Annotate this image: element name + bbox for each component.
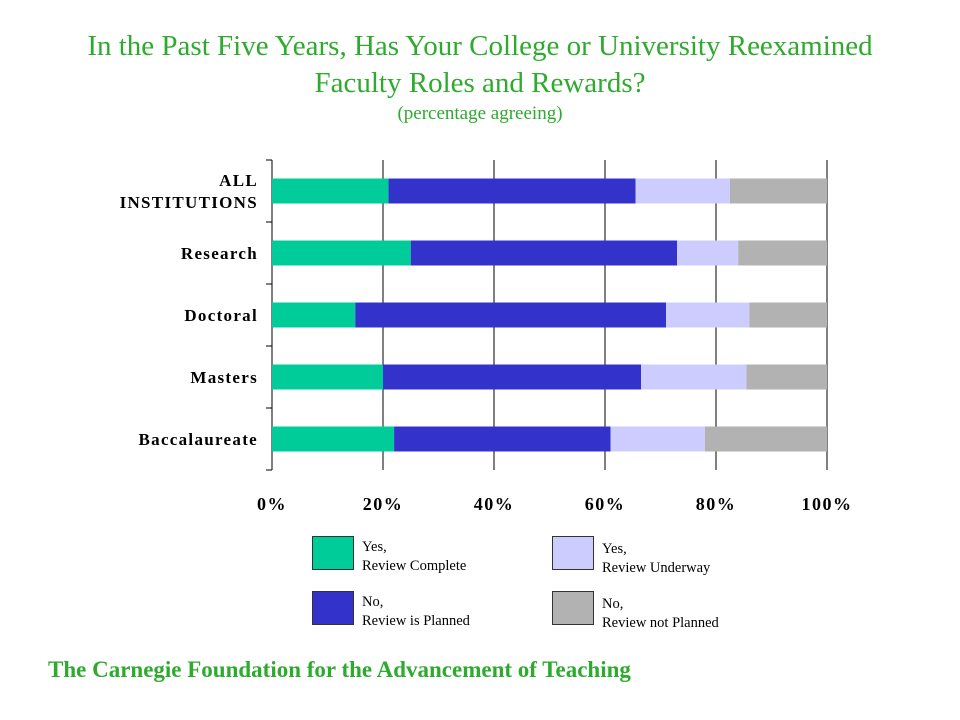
x-tick-label: 20% bbox=[363, 494, 404, 514]
bar-segment bbox=[641, 364, 747, 390]
legend-label: No, Review is Planned bbox=[362, 593, 470, 631]
bar-segment bbox=[355, 302, 667, 328]
x-tick-label: 0% bbox=[257, 494, 287, 514]
bar-segment bbox=[635, 178, 730, 204]
bar-segment bbox=[410, 240, 678, 266]
legend-label-line-2: Review not Planned bbox=[602, 615, 719, 631]
x-tick-label: 100% bbox=[802, 494, 853, 514]
chart-subtitle: (percentage agreeing) bbox=[397, 103, 563, 124]
bar-segment bbox=[704, 426, 827, 452]
x-tick-label: 60% bbox=[585, 494, 626, 514]
bar-segment bbox=[677, 240, 739, 266]
bar-segment bbox=[272, 426, 395, 452]
bar-segment bbox=[272, 240, 411, 266]
legend-swatch bbox=[552, 591, 594, 625]
category-label: Masters bbox=[190, 368, 258, 387]
legend-label: Yes, Review Complete bbox=[362, 538, 466, 576]
bar-segment bbox=[746, 364, 827, 390]
chart-title-line-1: In the Past Five Years, Has Your College… bbox=[87, 30, 873, 62]
legend-swatch bbox=[552, 536, 594, 570]
legend-label-line-2: Review Complete bbox=[362, 558, 467, 574]
legend-label: Yes, Review Underway bbox=[602, 540, 710, 578]
bar-segment bbox=[272, 364, 383, 390]
legend-label: No, Review not Planned bbox=[602, 595, 719, 633]
category-label: Doctoral bbox=[184, 306, 258, 325]
bar-segment bbox=[272, 178, 389, 204]
bar-segment bbox=[738, 240, 827, 266]
category-label: ALL bbox=[219, 171, 258, 190]
bar-segment bbox=[749, 302, 827, 328]
legend-swatch bbox=[312, 591, 354, 625]
legend-label-line-1: No, bbox=[362, 594, 384, 610]
bar-segment bbox=[383, 364, 642, 390]
legend-label-line-1: Yes, bbox=[362, 539, 387, 555]
bar-segment bbox=[388, 178, 636, 204]
legend-swatch bbox=[312, 536, 354, 570]
x-tick-label: 40% bbox=[474, 494, 515, 514]
category-label: INSTITUTIONS bbox=[120, 193, 258, 212]
chart-title: In the Past Five Years, Has Your College… bbox=[0, 28, 960, 102]
legend-label-line-2: Review Underway bbox=[602, 560, 711, 576]
bar-segment bbox=[272, 302, 356, 328]
footer-credit: The Carnegie Foundation for the Advancem… bbox=[48, 657, 631, 682]
x-tick-label: 80% bbox=[696, 494, 737, 514]
bar-segment bbox=[394, 426, 611, 452]
bar-segment bbox=[610, 426, 705, 452]
category-label: Baccalaureate bbox=[139, 430, 259, 449]
category-label: Research bbox=[181, 244, 258, 263]
bar-segment bbox=[729, 178, 827, 204]
chart-title-line-2: Faculty Roles and Rewards? bbox=[314, 67, 646, 99]
bar-segment bbox=[666, 302, 750, 328]
legend-label-line-1: No, bbox=[602, 596, 624, 612]
legend-label-line-1: Yes, bbox=[602, 541, 627, 557]
legend-label-line-2: Review is Planned bbox=[362, 613, 470, 629]
